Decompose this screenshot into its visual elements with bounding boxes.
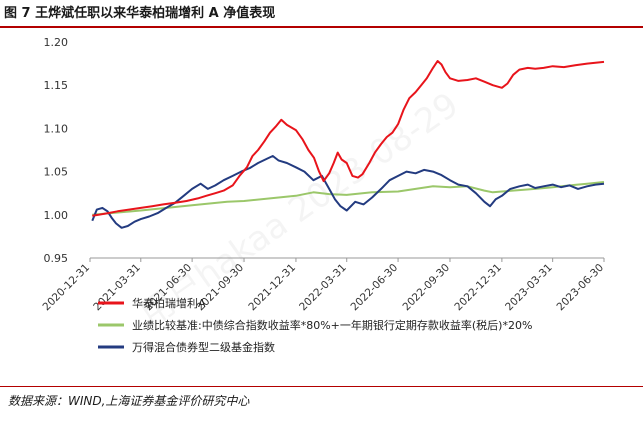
x-tick-label: 2022-06-30: [349, 262, 401, 314]
y-tick-label: 1.00: [44, 209, 69, 222]
legend-label: 万得混合债券型二级基金指数: [132, 340, 275, 354]
x-tick-label: 2022-03-31: [297, 262, 349, 314]
figure-title: 图 7 王烨斌任职以来华泰柏瑞增利 A 净值表现: [4, 6, 276, 21]
y-tick-label: 1.10: [44, 122, 69, 135]
series-line-0: [92, 60, 605, 217]
y-tick-label: 1.15: [44, 79, 69, 92]
footer-divider: [0, 386, 643, 387]
legend-label: 华泰柏瑞增利A: [132, 296, 206, 310]
title-divider: [0, 26, 643, 28]
y-tick-label: 0.95: [44, 252, 69, 265]
series-line-2: [91, 155, 605, 229]
x-tick-label: 2020-12-31: [40, 262, 92, 314]
y-tick-label: 1.20: [44, 36, 69, 49]
x-tick-label: 2021-12-31: [246, 262, 298, 314]
legend-label: 业绩比较基准:中债综合指数收益率*80%+一年期银行定期存款收益率(税后)*20…: [132, 318, 532, 332]
series-lines: [91, 60, 605, 229]
series-line-1: [92, 181, 605, 216]
data-source-note: 数据来源：WIND,上海证券基金评价研究中心: [8, 394, 250, 408]
x-tick-label: 2022-09-30: [400, 262, 452, 314]
x-tick-label: 2022-12-31: [452, 262, 504, 314]
y-tick-label: 1.05: [44, 166, 69, 179]
x-tick-label: 2023-06-30: [554, 262, 606, 314]
chart-legend: 华泰柏瑞增利A 业绩比较基准:中债综合指数收益率*80%+一年期银行定期存款收益率…: [98, 296, 532, 354]
nav-line-chart: 用户hakaa 2023-08-29 1.201.151.101.051.000…: [40, 36, 606, 354]
x-tick-label: 2023-03-31: [503, 262, 555, 314]
